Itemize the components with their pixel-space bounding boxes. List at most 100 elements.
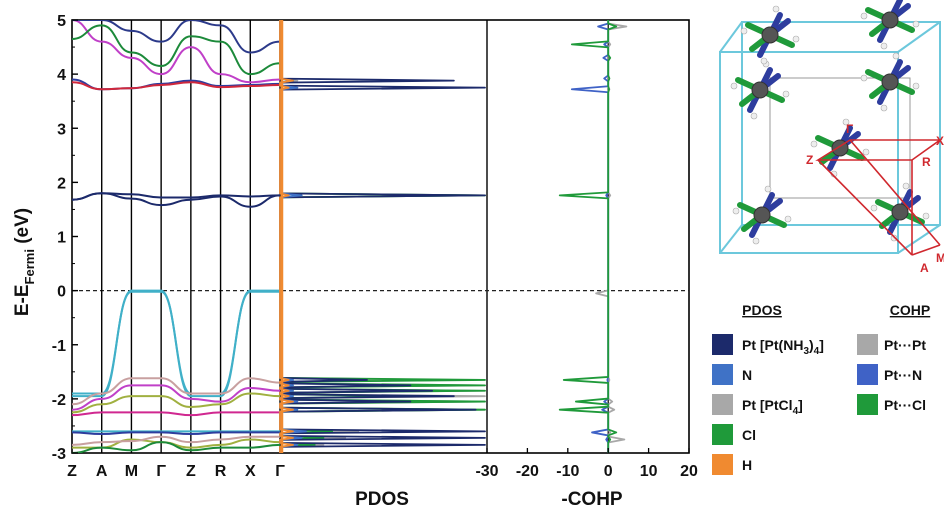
cohp-plot bbox=[558, 20, 628, 453]
h-atom bbox=[870, 204, 878, 212]
h-atom bbox=[842, 118, 850, 126]
kpoint-label: R bbox=[215, 463, 227, 480]
pt-atom bbox=[761, 26, 779, 44]
y-tick-label: 1 bbox=[57, 230, 66, 247]
legend-label-ptn: Pt···N bbox=[884, 367, 922, 383]
legend-swatch-ptcl bbox=[857, 394, 878, 415]
band-line bbox=[72, 392, 280, 414]
h-atom bbox=[810, 140, 818, 148]
legend-label-main: Pt [Pt(NH bbox=[742, 337, 803, 353]
y-axis-label-main: E-E bbox=[12, 284, 33, 316]
legend-cohp-title: COHP bbox=[890, 302, 930, 318]
legend-swatch-cl bbox=[712, 424, 733, 445]
k-line-am bbox=[911, 244, 941, 256]
legend-label-n: N bbox=[742, 367, 752, 383]
h-atom bbox=[752, 237, 760, 245]
legend-swatch-pt_nh3 bbox=[712, 334, 733, 355]
legend-label-sub: 4 bbox=[793, 406, 799, 417]
band-line bbox=[72, 435, 280, 446]
unit-cell bbox=[719, 21, 941, 254]
y-tick-label: -2 bbox=[52, 392, 66, 409]
cohp-x-axis-label: -COHP bbox=[561, 489, 623, 510]
legend-label-main: N bbox=[742, 367, 752, 383]
pt-complex bbox=[860, 0, 920, 50]
h-atom bbox=[792, 35, 800, 43]
legend-label-main: Cl bbox=[742, 427, 756, 443]
h-atom bbox=[880, 42, 888, 50]
legend-swatch-ptpt bbox=[857, 334, 878, 355]
h-atom bbox=[764, 185, 772, 193]
kpoint-label: A bbox=[96, 463, 108, 480]
cell-edge bbox=[719, 21, 743, 53]
pdos-curve-pt_nh3 bbox=[279, 20, 486, 453]
pt-atom bbox=[881, 73, 899, 91]
kpoint-structure-label: R bbox=[922, 155, 931, 169]
band-line bbox=[72, 81, 280, 91]
y-tick-label: 5 bbox=[57, 13, 66, 30]
kpoint-label: Γ bbox=[275, 463, 285, 480]
pt-complex bbox=[740, 5, 800, 65]
pt-complex bbox=[730, 60, 790, 120]
h-atom bbox=[912, 20, 920, 28]
h-atom bbox=[784, 215, 792, 223]
band-line bbox=[72, 20, 280, 54]
kpoint-structure-label: A bbox=[920, 261, 929, 275]
kpoint-structure-label: X bbox=[936, 134, 944, 148]
h-atom bbox=[890, 234, 898, 242]
cohp-x-tick-label: 20 bbox=[680, 463, 698, 480]
band-line bbox=[72, 377, 280, 406]
kpoint-label: M bbox=[125, 463, 138, 480]
legend-label-sub: 4 bbox=[814, 346, 820, 357]
band-line bbox=[72, 24, 280, 76]
h-atom bbox=[732, 207, 740, 215]
kpoint-label: Z bbox=[186, 463, 196, 480]
y-tick-label: 0 bbox=[57, 284, 66, 301]
kpoint-structure-label: M bbox=[936, 251, 944, 265]
kpoint-label: Z bbox=[67, 463, 77, 480]
k-plane bbox=[815, 139, 943, 161]
k-line-za bbox=[817, 159, 913, 256]
kpoint-structure-label: Z bbox=[806, 153, 813, 167]
legend-label-pt_nh3: Pt [Pt(NH3)4] bbox=[742, 337, 824, 357]
h-atom bbox=[922, 212, 930, 220]
h-atom bbox=[750, 112, 758, 120]
h-atom bbox=[862, 148, 870, 156]
pt-complex bbox=[732, 185, 792, 245]
pt-complex bbox=[860, 52, 920, 112]
legend-swatch-h bbox=[712, 454, 733, 475]
h-atom bbox=[782, 90, 790, 98]
band-line bbox=[72, 20, 280, 84]
legend-label-main: Pt [PtCl bbox=[742, 397, 793, 413]
cohp-curve-ptpt bbox=[595, 20, 628, 453]
h-atom bbox=[912, 82, 920, 90]
band-line bbox=[72, 384, 280, 411]
legend-label-main: H bbox=[742, 457, 752, 473]
h-atom bbox=[740, 27, 748, 35]
cohp-x-tick-label: -30 bbox=[475, 463, 498, 480]
cohp-x-tick-label: 10 bbox=[640, 463, 658, 480]
pdos-x-axis-label: PDOS bbox=[355, 489, 409, 510]
legend-label-sub: 3 bbox=[803, 346, 809, 357]
y-tick-label: -3 bbox=[52, 446, 66, 463]
pdos-curve-pt_pcl bbox=[279, 20, 486, 453]
y-axis-label-unit: (eV) bbox=[12, 208, 33, 249]
band-line bbox=[72, 441, 280, 453]
cohp-x-tick-label: 0 bbox=[604, 463, 613, 480]
h-atom bbox=[760, 57, 768, 65]
kpoint-structure-label: Γ bbox=[846, 122, 854, 136]
h-atom bbox=[860, 12, 868, 20]
legend-label-tail: ] bbox=[819, 337, 824, 353]
brillouin-path bbox=[815, 139, 943, 256]
kpoint-label: X bbox=[245, 463, 256, 480]
y-axis-label: E-EFermi (eV) bbox=[12, 208, 37, 316]
band-line bbox=[72, 290, 280, 395]
legend-label-h: H bbox=[742, 457, 752, 473]
legend-swatch-pt_pcl bbox=[712, 394, 733, 415]
pt-complex bbox=[810, 118, 870, 178]
legend-label-ptpt: Pt···Pt bbox=[884, 337, 926, 353]
pdos-plot bbox=[279, 20, 486, 453]
cell-edge bbox=[719, 224, 743, 254]
